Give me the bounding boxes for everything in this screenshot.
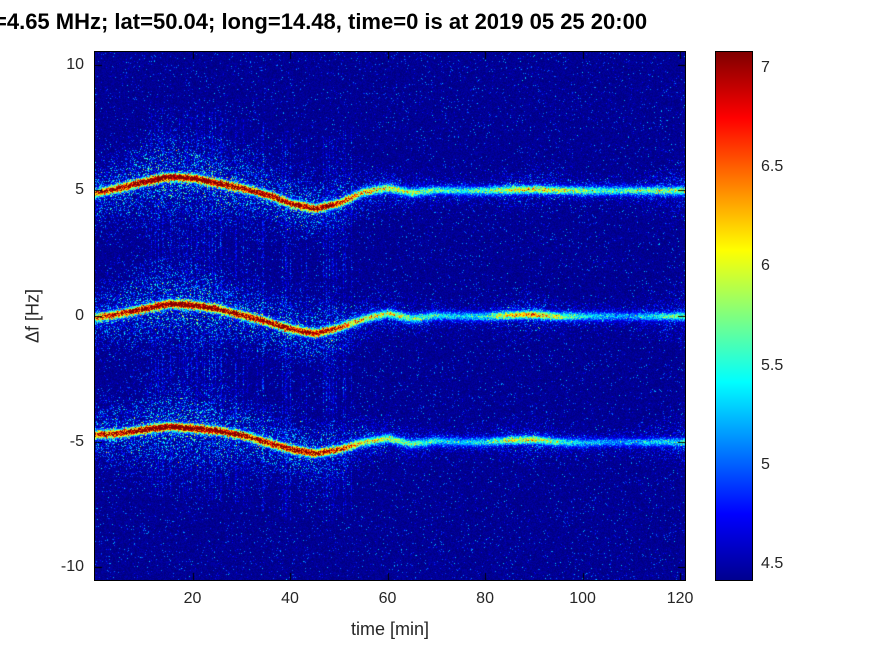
x-tick-label: 60 <box>378 590 397 607</box>
colorbar-tick-label: 4.5 <box>761 555 784 573</box>
x-tick-label: 80 <box>476 590 494 607</box>
y-tick-label: -5 <box>69 432 84 450</box>
colorbar <box>715 51 753 581</box>
colorbar-tick-label: 6.5 <box>761 158 784 176</box>
plot-area <box>94 51 686 581</box>
colorbar-tick-label: 5 <box>761 455 770 473</box>
x-axis-label: time [min] <box>350 619 430 639</box>
x-tick-label: 100 <box>569 590 596 607</box>
x-tick-label: 40 <box>281 590 299 607</box>
y-tick-label: 5 <box>75 181 84 199</box>
colorbar-tick-label: 5.5 <box>761 356 784 374</box>
y-tick-label: 0 <box>75 307 84 324</box>
x-tick-label: 20 <box>183 590 202 607</box>
colorbar-tick-label: 6 <box>761 257 770 275</box>
colorbar-gradient <box>716 52 752 580</box>
spectrogram-canvas <box>95 52 685 580</box>
y-tick-label: 10 <box>66 55 84 73</box>
x-tick-label: 120 <box>666 590 694 607</box>
colorbar-tick-label: 7 <box>761 58 770 76</box>
chart-title: =4.65 MHz; lat=50.04; long=14.48, time=0… <box>0 9 648 34</box>
y-tick-label: -10 <box>60 558 84 576</box>
